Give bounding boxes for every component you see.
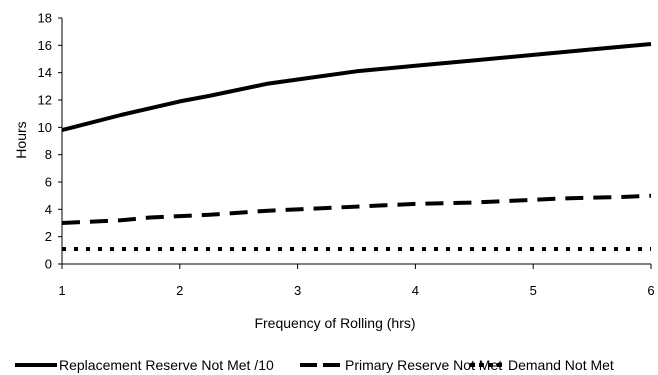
- y-tick-label: 2: [45, 229, 52, 244]
- y-axis-ticks: 0 2 4 6 8 10 12 14 16 18: [38, 11, 62, 272]
- series-line-1: [61, 42, 652, 133]
- x-axis-label: Frequency of Rolling (hrs): [254, 315, 415, 331]
- y-axis-label: Hours: [13, 121, 29, 158]
- y-tick-label: 8: [45, 147, 52, 162]
- y-tick-label: 18: [38, 11, 52, 26]
- x-tick-label: 1: [58, 283, 65, 298]
- legend-label-3: Demand Not Met: [508, 357, 614, 373]
- legend-label-2: Primary Reserve Not Met: [345, 357, 502, 373]
- y-tick-label: 6: [45, 175, 52, 190]
- y-tick-label: 10: [38, 120, 52, 135]
- y-tick-label: 4: [45, 202, 52, 217]
- legend-label-1: Replacement Reserve Not Met /10: [59, 357, 274, 373]
- y-tick-label: 12: [38, 93, 52, 108]
- legend: Replacement Reserve Not Met /10 Primary R…: [15, 357, 614, 373]
- plot-area: [61, 18, 652, 265]
- x-tick-label: 6: [647, 283, 654, 298]
- x-tick-label: 3: [294, 283, 301, 298]
- x-tick-label: 2: [176, 283, 183, 298]
- x-tick-label: 4: [412, 283, 419, 298]
- x-axis-ticks: 1 2 3 4 5 6: [58, 264, 655, 298]
- y-tick-label: 16: [38, 38, 52, 53]
- series-line-2: [61, 193, 652, 225]
- x-tick-label: 5: [530, 283, 537, 298]
- y-tick-label: 14: [38, 65, 52, 80]
- y-tick-label: 0: [45, 257, 52, 272]
